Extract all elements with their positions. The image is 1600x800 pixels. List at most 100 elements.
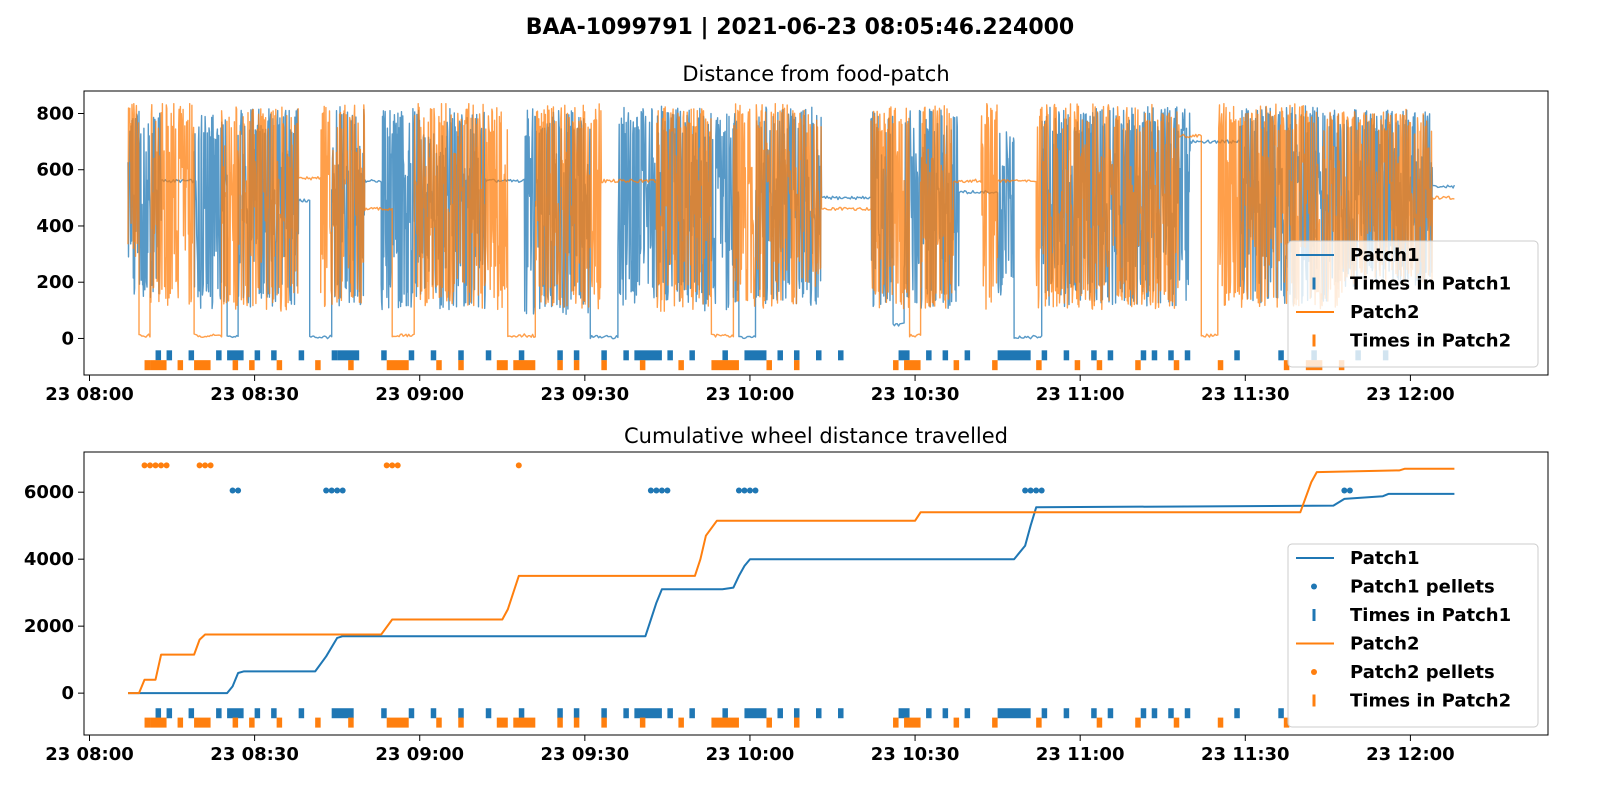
visit-mark xyxy=(315,360,321,371)
visit-mark xyxy=(793,360,800,371)
visit-mark xyxy=(150,717,167,728)
legend-dot-marker xyxy=(1311,583,1317,590)
visit-mark xyxy=(744,350,767,361)
visit-mark xyxy=(1151,708,1158,719)
x-tick-label: 23 08:00 xyxy=(45,384,134,405)
visit-mark xyxy=(249,360,255,371)
visit-mark xyxy=(992,717,998,728)
visit-mark xyxy=(1217,360,1224,371)
visit-mark xyxy=(634,350,662,361)
visit-mark xyxy=(689,708,695,719)
visit-mark xyxy=(1140,350,1147,361)
visit-mark xyxy=(381,350,387,361)
visit-mark xyxy=(573,350,580,361)
y-tick-label: 400 xyxy=(36,216,74,237)
y-tick-label: 0 xyxy=(61,328,74,349)
visit-mark xyxy=(485,708,492,719)
pellet-dot xyxy=(1346,487,1353,494)
legend-box xyxy=(1287,543,1539,728)
visit-mark xyxy=(249,717,255,728)
visit-mark xyxy=(992,360,998,371)
visit-mark xyxy=(1107,350,1114,361)
visit-mark xyxy=(1151,350,1158,361)
visit-mark xyxy=(1168,708,1174,719)
visit-mark xyxy=(436,717,442,728)
visit-mark xyxy=(232,360,239,371)
visit-mark xyxy=(408,350,415,361)
visit-mark xyxy=(1107,708,1114,719)
panel-title: Distance from food-patch xyxy=(682,62,949,86)
visit-mark xyxy=(964,708,971,719)
x-tick-label: 23 09:00 xyxy=(375,744,464,765)
pellet-dot xyxy=(1022,487,1029,494)
visit-mark xyxy=(436,360,442,371)
visit-mark xyxy=(893,360,899,371)
pellet-dot xyxy=(141,462,148,469)
pellet-dot xyxy=(235,487,242,494)
visit-mark xyxy=(1036,360,1042,371)
legend-label: Patch1 xyxy=(1350,548,1419,569)
visit-mark xyxy=(166,350,173,361)
visit-mark xyxy=(1278,350,1284,361)
legend-label: Patch1 xyxy=(1350,245,1419,266)
x-tick-label: 23 10:30 xyxy=(871,744,960,765)
visit-mark xyxy=(430,350,437,361)
x-tick-label: 23 11:00 xyxy=(1036,744,1125,765)
visit-mark xyxy=(518,708,525,719)
pellet-dot xyxy=(746,487,753,494)
x-tick-label: 23 10:30 xyxy=(871,384,960,405)
panel-title: Cumulative wheel distance travelled xyxy=(624,424,1008,448)
visit-mark xyxy=(331,350,338,361)
visit-mark xyxy=(1168,350,1174,361)
visit-mark xyxy=(623,708,629,719)
visit-mark xyxy=(331,708,354,719)
y-tick-label: 600 xyxy=(36,160,74,181)
visit-mark xyxy=(155,708,162,719)
visit-mark xyxy=(793,717,800,728)
visit-mark xyxy=(816,350,822,361)
y-tick-label: 200 xyxy=(36,272,74,293)
visit-mark xyxy=(254,708,261,719)
series-line xyxy=(128,492,1455,695)
panel-distance-from-food-patch: Distance from food-patch 23 08:00 23 08:3… xyxy=(36,62,1549,405)
visit-mark xyxy=(194,717,211,728)
visit-mark xyxy=(337,350,360,361)
y-tick-label: 6000 xyxy=(24,482,74,503)
visit-mark xyxy=(964,350,971,361)
x-tick-label: 23 09:00 xyxy=(375,384,464,405)
pellet-dot xyxy=(735,487,742,494)
visit-mark xyxy=(1278,708,1284,719)
legend-label: Times in Patch2 xyxy=(1350,331,1511,352)
visit-mark xyxy=(601,360,607,371)
visit-mark xyxy=(1091,708,1097,719)
visit-mark xyxy=(1063,350,1070,361)
visit-mark xyxy=(711,717,739,728)
visit-mark xyxy=(1184,350,1191,361)
visit-mark xyxy=(997,708,1031,719)
visit-mark xyxy=(271,350,277,361)
visit-mark xyxy=(458,717,464,728)
visit-mark xyxy=(678,717,684,728)
pellet-dot xyxy=(664,487,671,494)
series-patch2 xyxy=(128,462,1455,728)
visit-mark xyxy=(194,360,211,371)
legend-label: Patch2 xyxy=(1350,634,1419,655)
visit-mark xyxy=(557,360,563,371)
visit-mark xyxy=(1036,717,1042,728)
legend-tick-marker xyxy=(1312,694,1316,707)
x-tick-label: 23 11:00 xyxy=(1036,384,1125,405)
pellet-dot xyxy=(741,487,748,494)
visit-mark xyxy=(144,717,151,728)
visit-mark xyxy=(1184,708,1191,719)
pellet-dot xyxy=(152,462,159,469)
legend-label: Patch1 pellets xyxy=(1350,577,1495,598)
panel-cumulative-wheel-distance: Cumulative wheel distance travelled 23 0… xyxy=(24,424,1549,765)
pellet-dot xyxy=(653,487,660,494)
pellet-dot xyxy=(328,487,335,494)
visit-mark xyxy=(997,350,1031,361)
visit-mark xyxy=(513,717,536,728)
legend-label: Times in Patch1 xyxy=(1350,274,1511,295)
visit-mark xyxy=(1173,360,1180,371)
visit-mark xyxy=(953,360,960,371)
